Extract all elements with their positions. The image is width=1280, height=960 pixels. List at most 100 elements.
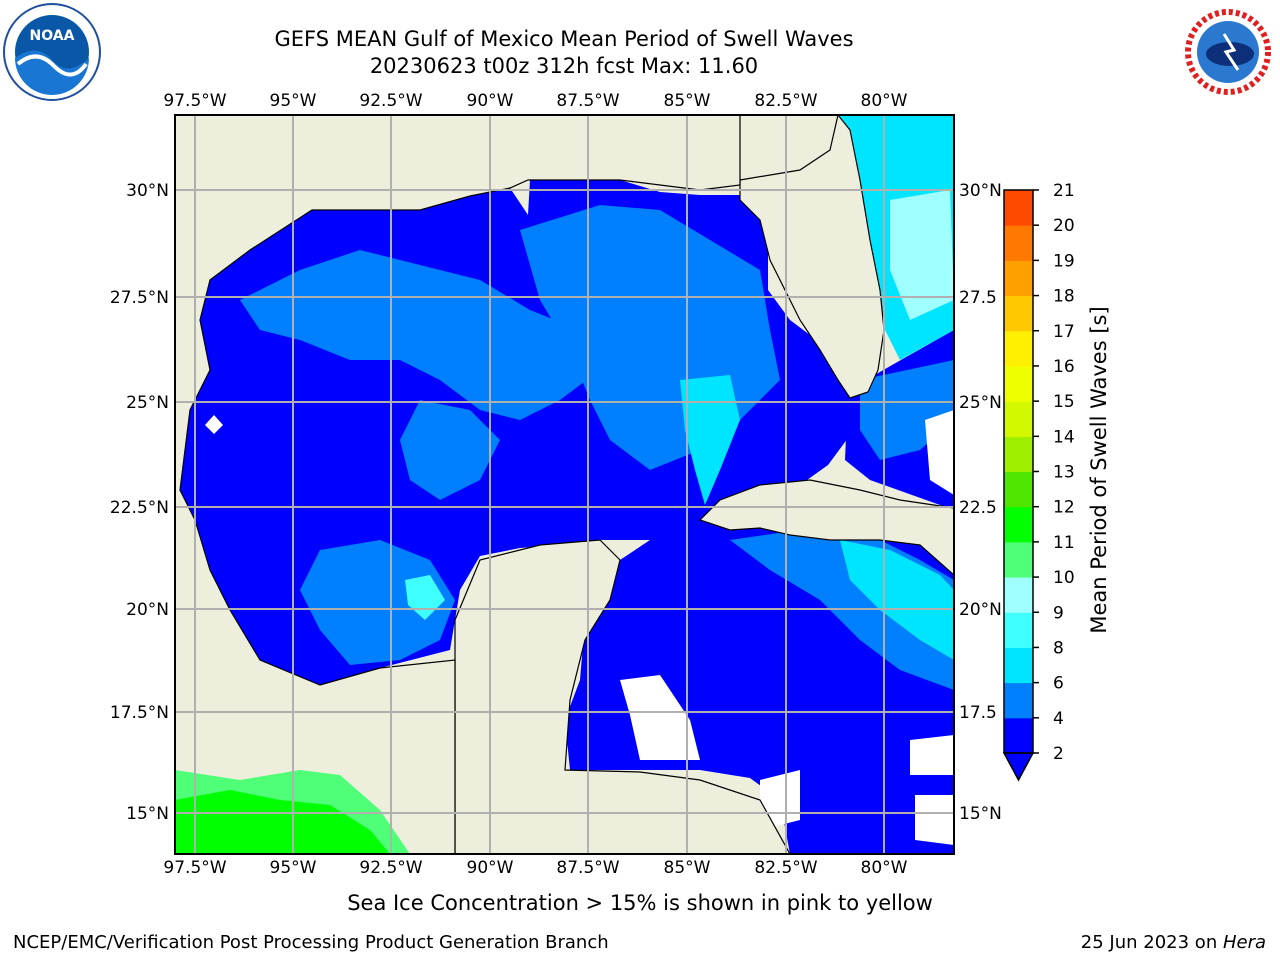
lon-tick-label: 87.5°W [556,858,619,878]
colorbar-segment [1004,436,1033,472]
lon-tick-label: 82.5°W [754,858,817,878]
region-2-4s-mid [400,400,500,500]
lat-tick-label: 27.5 [959,288,997,308]
svg-text:NOAA: NOAA [30,28,75,44]
colorbar-segment [1004,717,1033,754]
colorbar-tick-label: 15 [1053,392,1075,412]
region-4-6s-caribbean [840,540,954,660]
colorbar-tick-label: 21 [1053,181,1075,201]
noaa-logo: NOAA [3,3,101,101]
date-stamp: 25 Jun 2023 on Hera [1081,932,1266,953]
colorbar-tick-label: 13 [1053,463,1075,483]
colorbar-tick-label: 18 [1053,287,1075,307]
lon-tick-label: 85°W [664,91,711,111]
nws-logo [1182,6,1274,98]
colorbar-label: Mean Period of Swell Waves [s] [1087,306,1111,633]
lat-tick-label: 27.5°N [110,288,169,308]
lon-ticks-top: 97.5°W 95°W 92.5°W 90°W 87.5°W 85°W 82.5°W 80°W [163,91,907,111]
region-4-6s-yucatan [680,375,740,505]
lat-tick-label: 22.5 [959,498,997,518]
lon-tick-label: 85°W [664,858,711,878]
missing-patch [925,410,954,495]
colorbar-tick-label: 2 [1053,744,1064,764]
colorbar-segment [1004,612,1033,648]
lat-tick-label: 15°N [126,804,169,824]
lon-tick-label: 87.5°W [556,91,619,111]
lon-tick-label: 82.5°W [754,91,817,111]
colorbar-segment [1004,577,1033,613]
colorbar-extend-arrow [1002,752,1035,782]
colorbar-tick-label: 11 [1053,533,1075,553]
lat-tick-label: 25°N [959,393,1002,413]
colorbar-tick-label: 10 [1053,568,1075,588]
colorbar-segment [1004,225,1033,261]
missing-patch [205,415,223,434]
map-title: GEFS MEAN Gulf of Mexico Mean Period of … [274,27,854,51]
missing-patch [910,735,954,775]
colorbar-tick-label: 4 [1053,709,1064,729]
lon-tick-label: 97.5°W [163,91,226,111]
colorbar-tick-label: 17 [1053,322,1075,342]
lon-tick-label: 95°W [270,858,317,878]
missing-patch [760,770,800,830]
lat-tick-label: 20°N [959,600,1002,620]
lat-tick-label: 17.5°N [110,703,169,723]
lat-ticks-right: 30°N 27.5 25°N 22.5 20°N 17.5 15°N [959,181,1002,824]
graticule [175,115,954,854]
pacific-swell-core [175,790,390,854]
region-8-9s-atlantic [890,190,954,320]
colorbar-segment [1004,295,1033,332]
credit-text: NCEP/EMC/Verification Post Processing Pr… [13,932,609,953]
region-2-4s-west [240,250,600,420]
colorbar: 2 4 6 8 9 10 11 12 13 14 15 16 17 18 19 20 21 [1002,181,1075,782]
lat-tick-label: 20°N [126,600,169,620]
lon-tick-label: 97.5°W [163,858,226,878]
map-frame [174,114,955,855]
colorbar-segment [1004,401,1033,437]
lat-tick-label: 30°N [959,181,1002,201]
colorbar-segment [1004,190,1033,226]
lat-tick-label: 30°N [126,181,169,201]
colorbar-segment [1004,330,1033,367]
colorbar-tick-label: 16 [1053,357,1075,377]
lon-tick-label: 90°W [467,91,514,111]
colorbar-segment [1004,541,1033,578]
colorbar-segment [1004,647,1033,684]
missing-patch [620,675,700,760]
colorbar-tick-label: 8 [1053,638,1064,658]
lon-tick-label: 95°W [270,91,317,111]
florida-landmass [739,115,885,399]
lon-tick-label: 92.5°W [359,858,422,878]
lon-tick-label: 90°W [467,858,514,878]
colorbar-segment [1004,260,1033,297]
lat-tick-label: 17.5 [959,703,997,723]
lon-tick-label: 80°W [861,858,908,878]
colorbar-segment [1004,682,1033,719]
map-subtitle: 20230623 t00z 312h fcst Max: 11.60 [369,54,759,78]
lon-ticks-bottom: 97.5°W 95°W 92.5°W 90°W 87.5°W 85°W 82.5°W 80°W [163,858,907,878]
region-2-4s-south [300,540,455,665]
colorbar-segment [1004,471,1033,508]
machine-name: Hera [1222,932,1266,953]
colorbar-tick-label: 20 [1053,216,1075,236]
map-area [175,115,954,854]
lon-tick-label: 92.5°W [359,91,422,111]
lat-tick-label: 22.5°N [110,498,169,518]
colorbar-tick-label: 14 [1053,427,1075,447]
sea-ice-note: Sea Ice Concentration > 15% is shown in … [347,891,933,915]
lon-tick-label: 80°W [861,91,908,111]
date-text: 25 Jun 2023 on [1080,932,1223,953]
colorbar-segment [1004,365,1033,402]
colorbar-tick-label: 6 [1053,674,1064,694]
colorbar-tick-label: 12 [1053,498,1075,518]
colorbar-segment [1004,506,1033,543]
colorbar-tick-label: 19 [1053,251,1075,271]
lat-tick-label: 25°N [126,393,169,413]
lat-ticks-left: 30°N 27.5°N 25°N 22.5°N 20°N 17.5°N 15°N [110,181,169,824]
missing-patch [915,795,954,845]
colorbar-tick-label: 9 [1053,603,1064,623]
yucatan-landmass [454,539,791,854]
cuba-landmass [698,479,954,576]
lat-tick-label: 15°N [959,804,1002,824]
